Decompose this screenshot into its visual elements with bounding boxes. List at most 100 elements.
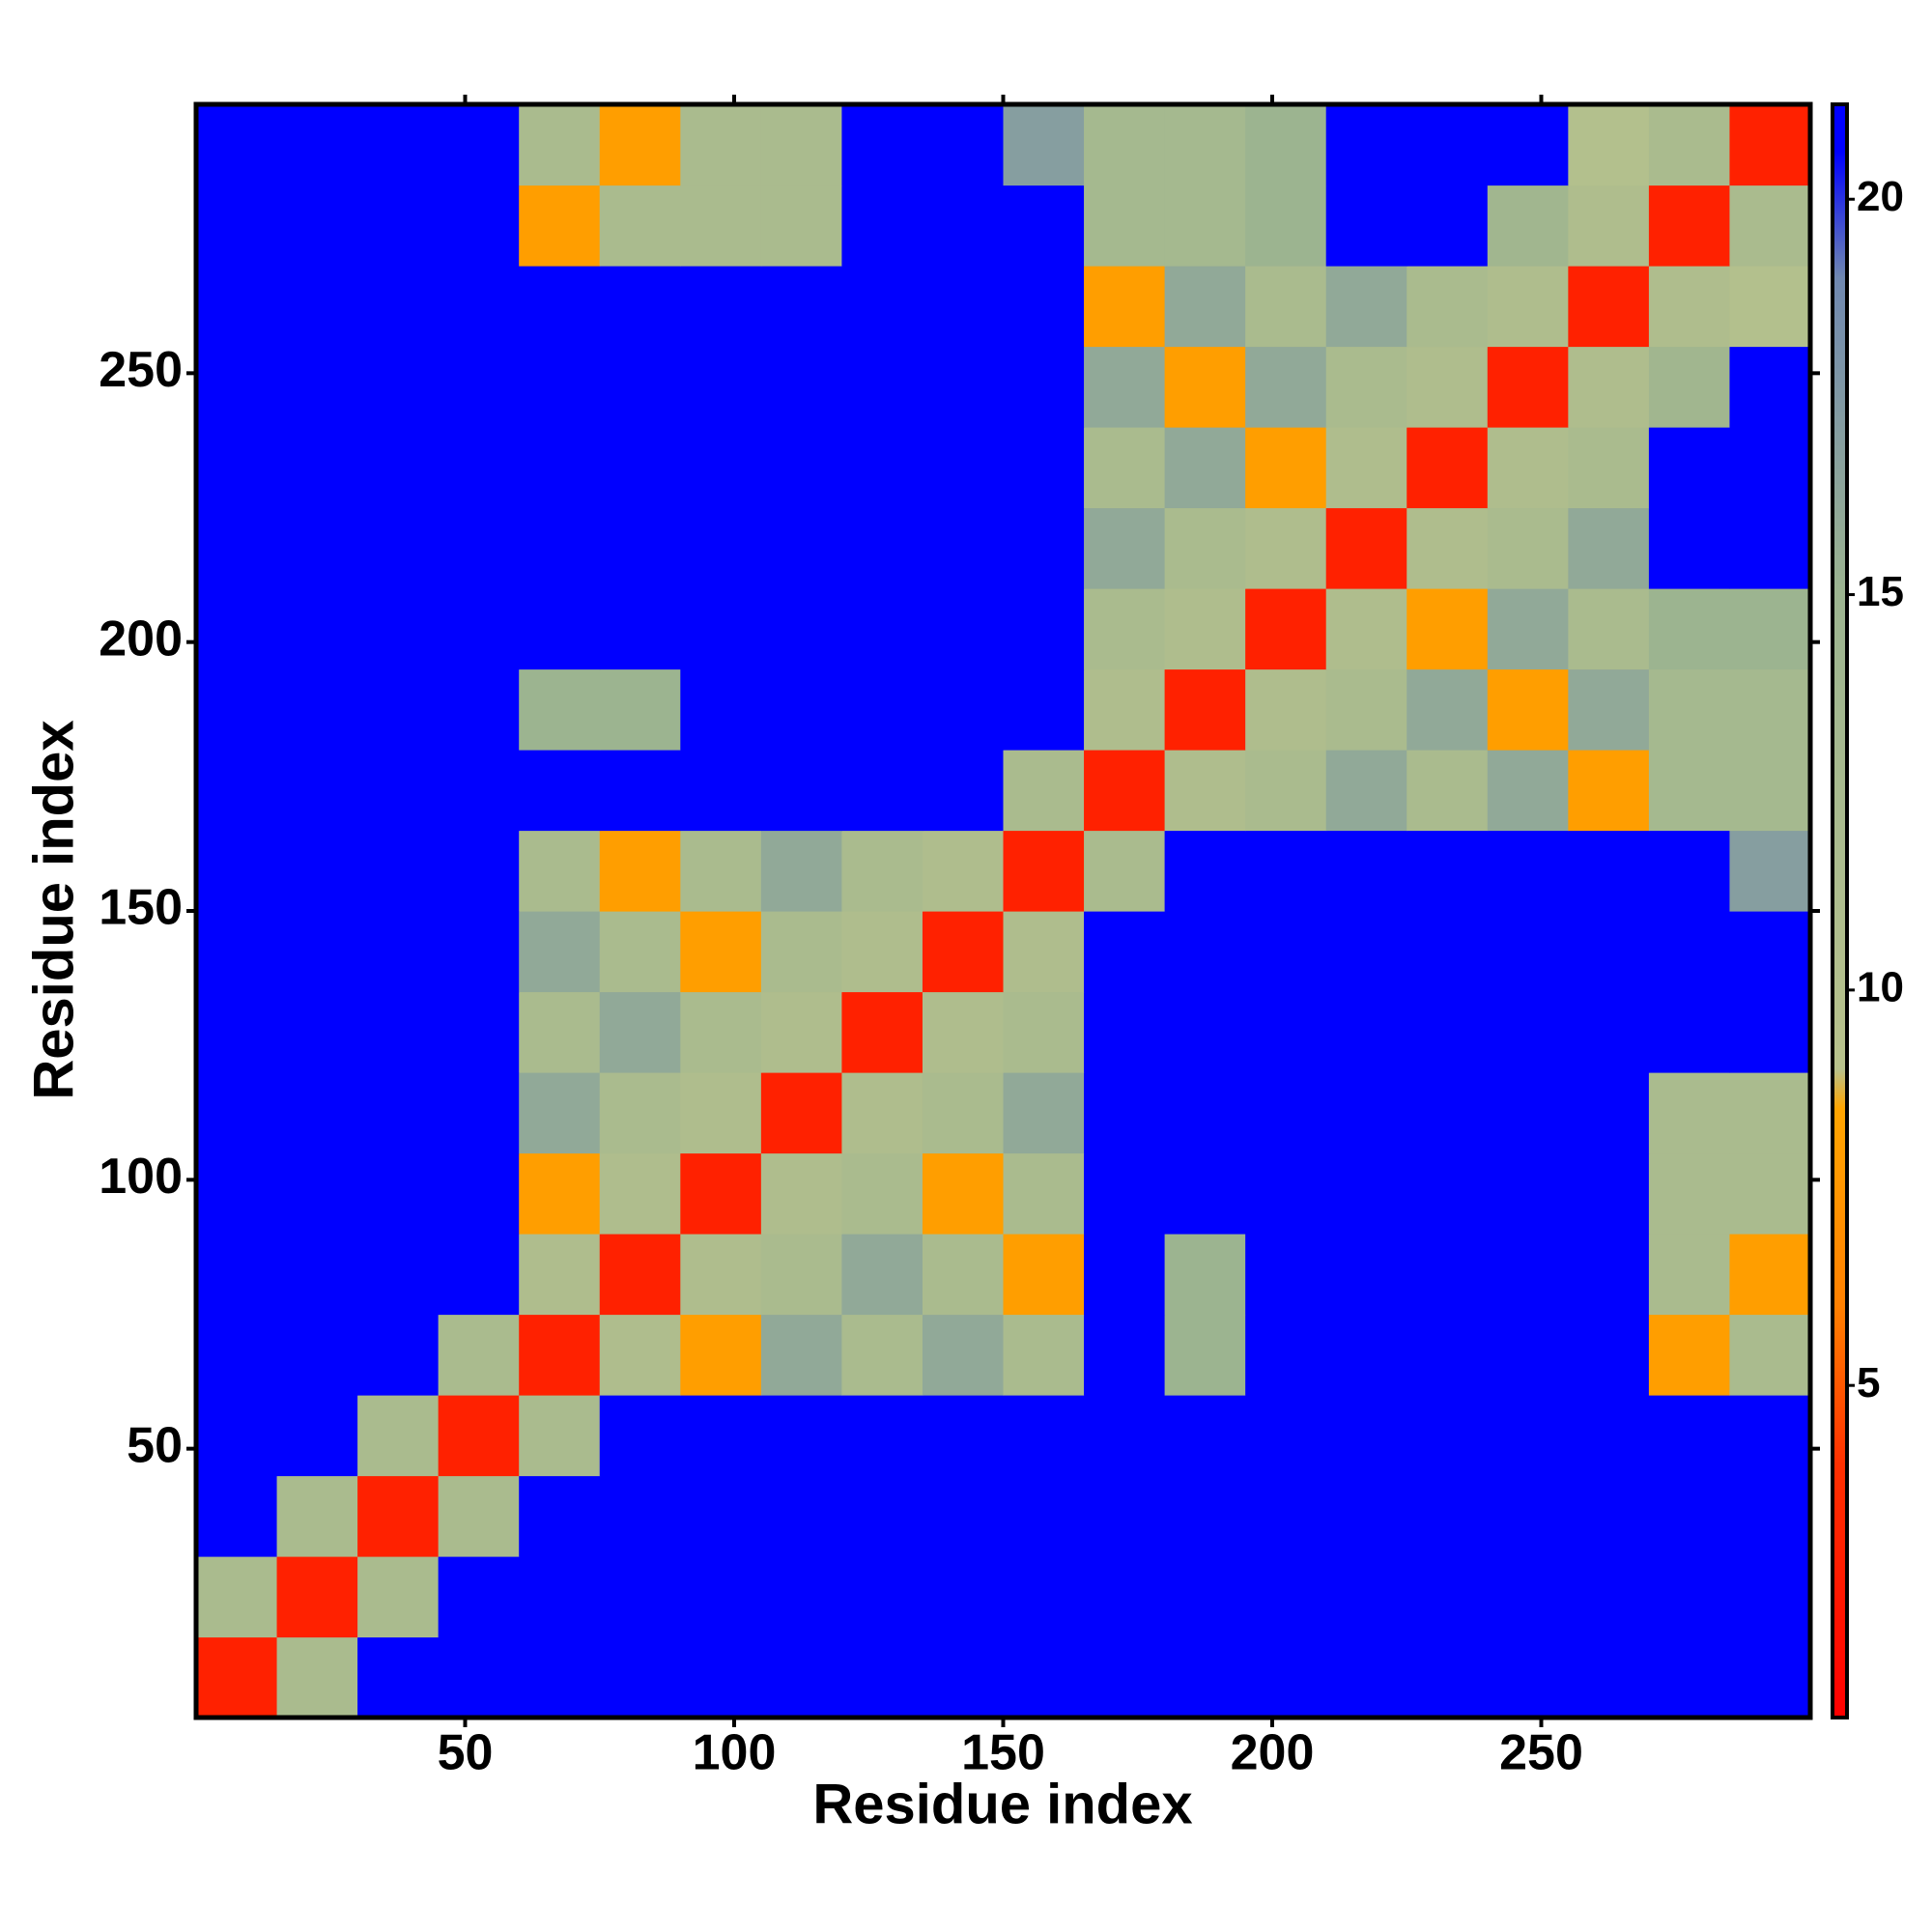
x-tick-label: 50 [438, 1725, 494, 1781]
heatmap-cell [1568, 185, 1650, 267]
heatmap-cell [1568, 1314, 1650, 1396]
heatmap-cell [680, 1556, 762, 1638]
heatmap-cell [1245, 668, 1327, 751]
heatmap-cell [1245, 911, 1327, 993]
heatmap-cell [438, 1636, 520, 1719]
heatmap-cell [1003, 911, 1085, 993]
heatmap-cell [922, 1234, 1005, 1316]
heatmap-cell [1648, 346, 1731, 428]
heatmap-cell [1164, 1314, 1246, 1396]
heatmap-cell [276, 830, 358, 912]
heatmap-cell [1406, 1395, 1489, 1477]
heatmap-cell [357, 588, 440, 670]
heatmap-cell [1164, 1636, 1246, 1719]
heatmap-cell [519, 1395, 601, 1477]
heatmap-cell [276, 104, 358, 186]
heatmap-cell [1729, 911, 1811, 993]
heatmap-cell [1487, 185, 1569, 267]
heatmap-cell [1325, 1152, 1407, 1235]
heatmap-cell [1164, 911, 1246, 993]
heatmap-cell [599, 1636, 681, 1719]
heatmap-cell [1084, 911, 1166, 993]
heatmap-cell [1648, 1475, 1731, 1557]
heatmap-cell [276, 1556, 358, 1638]
heatmap-cell [196, 1072, 278, 1154]
heatmap-cell [1003, 1314, 1085, 1396]
heatmap-cell [1003, 830, 1085, 912]
heatmap-cell [1084, 1395, 1166, 1477]
heatmap-cell [1325, 346, 1407, 428]
heatmap-cell [1487, 588, 1569, 670]
heatmap-cell [841, 1152, 923, 1235]
heatmap-cell [1568, 266, 1650, 348]
heatmap-cell [760, 991, 842, 1073]
heatmap-cell [922, 1395, 1005, 1477]
heatmap-cell [1084, 346, 1166, 428]
colorbar-tick-label: 15 [1857, 568, 1904, 615]
heatmap-cell [599, 1072, 681, 1154]
heatmap-cell [1487, 1636, 1569, 1719]
heatmap-cell [1003, 185, 1085, 267]
heatmap-cell [760, 104, 842, 186]
heatmap-cell [438, 1395, 520, 1477]
heatmap-cell [519, 1314, 601, 1396]
heatmap-cell [1325, 427, 1407, 509]
heatmap-cell [760, 427, 842, 509]
heatmap-cell [1487, 104, 1569, 186]
heatmap-cell [599, 104, 681, 186]
heatmap-cell [599, 750, 681, 832]
heatmap-cell [922, 911, 1005, 993]
heatmap-cell [1729, 830, 1811, 912]
heatmap-cell [196, 346, 278, 428]
heatmap-cell [357, 507, 440, 589]
heatmap-cell [922, 427, 1005, 509]
heatmap-cell [841, 588, 923, 670]
heatmap-cell [1003, 1234, 1085, 1316]
heatmap-cell [196, 991, 278, 1073]
heatmap-cell [1729, 104, 1811, 186]
heatmap-cell [1406, 1234, 1489, 1316]
heatmap-cell [599, 1556, 681, 1638]
heatmap-cell [519, 507, 601, 589]
heatmap-cell [1164, 1475, 1246, 1557]
heatmap-cell [1325, 1475, 1407, 1557]
heatmap-cell [1487, 1234, 1569, 1316]
heatmap-cell [519, 911, 601, 993]
heatmap-cell [1648, 1314, 1731, 1396]
heatmap-cell [1084, 1636, 1166, 1719]
heatmap-cell [1487, 1556, 1569, 1638]
heatmap-cell [357, 1152, 440, 1235]
heatmap-cell [1568, 1475, 1650, 1557]
heatmap-cell [1164, 507, 1246, 589]
heatmap-cell [276, 346, 358, 428]
heatmap-cell [357, 266, 440, 348]
heatmap-cell [1729, 346, 1811, 428]
heatmap-cell [1003, 1556, 1085, 1638]
heatmap-cell [1487, 1314, 1569, 1396]
heatmap-cell [519, 1636, 601, 1719]
y-axis-title: Residue index [22, 720, 85, 1099]
heatmap-cell [1325, 1314, 1407, 1396]
heatmap-cell [1648, 1556, 1731, 1638]
heatmap-cell [1325, 1556, 1407, 1638]
heatmap-cell [599, 507, 681, 589]
heatmap-cell [680, 1072, 762, 1154]
heatmap-cell [196, 1314, 278, 1396]
heatmap-cell [1003, 1072, 1085, 1154]
heatmap-cell [1648, 507, 1731, 589]
heatmap-cell [599, 185, 681, 267]
heatmap-cell [922, 1314, 1005, 1396]
heatmap-cell [599, 991, 681, 1073]
heatmap-cell [1003, 1475, 1085, 1557]
heatmap-cell [1164, 830, 1246, 912]
heatmap-cell [841, 1556, 923, 1638]
heatmap-cell [519, 1475, 601, 1557]
heatmap-cell [1084, 588, 1166, 670]
heatmap-cell [438, 1152, 520, 1235]
heatmap-cell [1245, 346, 1327, 428]
heatmap-cell [519, 1556, 601, 1638]
heatmap-cell [276, 1636, 358, 1719]
heatmap-cell [1245, 1152, 1327, 1235]
heatmap-cell [1325, 185, 1407, 267]
heatmap-cell [1084, 1152, 1166, 1235]
